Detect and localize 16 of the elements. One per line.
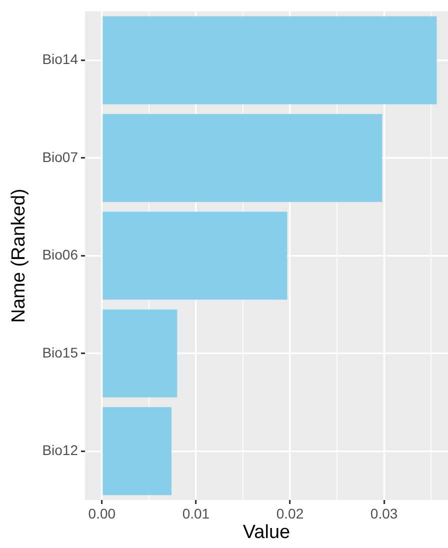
y-tick-label: Bio12 (42, 442, 78, 458)
bar (102, 407, 172, 496)
bar (102, 16, 437, 104)
x-axis-title: Value (242, 522, 290, 543)
y-tick-label: Bio07 (42, 148, 78, 165)
y-axis-title: Name (Ranked) (8, 188, 30, 323)
bar (102, 114, 382, 202)
y-tick-label: Bio15 (42, 344, 78, 360)
bar (102, 212, 288, 300)
y-tick-label: Bio14 (42, 51, 78, 68)
x-tick-label: 0.01 (182, 505, 210, 522)
x-tick-label: 0.02 (276, 505, 304, 522)
bar (102, 309, 178, 398)
x-tick-label: 0.00 (88, 505, 116, 522)
y-tick-label: Bio06 (42, 246, 78, 263)
x-tick-label: 0.03 (370, 505, 398, 522)
